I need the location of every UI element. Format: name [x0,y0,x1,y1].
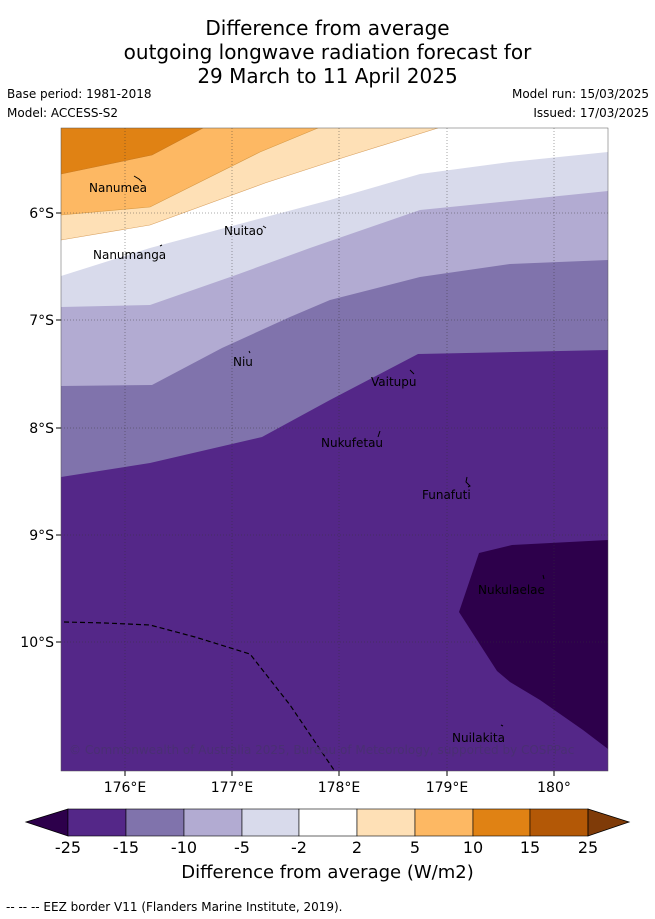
colorbar-segment-7 [414,808,474,837]
base-period: Base period: 1981-2018 [7,87,152,101]
title-line-2: outgoing longwave radiation forecast for [123,40,532,64]
colorbar-segment-4 [241,808,300,837]
lon-tick-179e: 179°E [426,780,469,796]
lat-tick-10s: 10°S [20,635,54,651]
island-label-nuitao: Nuitao [224,224,263,238]
island-label-nuilakita: Nuilakita [452,731,505,745]
island-shape-vaitupu [409,369,415,375]
colorbar-tick-label: 2 [351,838,363,857]
colorbar-segment-2 [125,808,185,837]
model-name: Model: ACCESS-S2 [7,106,119,120]
lon-tick-176e: 176°E [104,780,147,796]
title-line-3: 29 March to 11 April 2025 [197,64,458,88]
axis-tick-marks [56,212,555,776]
eez-border-line [63,621,335,771]
lat-tick-7s: 7°S [29,313,54,329]
colorbar-segment-8 [472,808,531,837]
island-shape-nanumanga [159,244,163,247]
lat-tick-6s: 6°S [29,206,54,222]
lat-tick-8s: 8°S [29,421,54,437]
island-shape-nuitao [262,225,267,229]
island-label-niu: Niu [233,355,253,369]
colorbar-tick-label: -25 [54,838,82,857]
copyright-notice: © Commonwealth of Australia 2025, Bureau… [69,743,574,757]
island-label-nukulaelae: Nukulaelae [478,583,545,597]
lon-tick-178e: 178°E [318,780,361,796]
colorbar-segment-1 [67,808,127,837]
issued-date: Issued: 17/03/2025 [533,106,649,120]
colorbar-tick-label: -5 [234,838,250,857]
colorbar-tick-label: -10 [170,838,198,857]
model-run-date: Model run: 15/03/2025 [511,87,649,101]
colorbar-tick-label: 15 [519,838,541,857]
island-outlines [133,175,545,727]
colorbar-tick-label: -2 [291,838,307,857]
colorbar [24,808,631,837]
colorbar-arrow-right [587,808,631,837]
island-shape-niu [248,350,251,354]
band-below-minus25 [459,540,608,749]
band-10-to-15 [61,128,203,174]
island-label-nukufetau: Nukufetau [321,436,383,450]
colorbar-tick-label: 5 [409,838,421,857]
contour-field [61,128,608,771]
colorbar-arrow-left [24,808,69,837]
lon-tick-180: 180° [537,780,571,796]
lon-tick-177e: 177°E [211,780,254,796]
island-shape-nuilakita [500,724,504,727]
colorbar-segment-5 [298,808,358,837]
gridlines [61,128,608,771]
colorbar-segment-6 [356,808,416,837]
colorbar-tick-label: 10 [462,838,484,857]
eez-legend-footer: -- -- -- EEZ border V11 (Flanders Marine… [6,900,343,914]
colorbar-tick-label: -15 [112,838,140,857]
island-label-nanumanga: Nanumanga [93,248,166,262]
colorbar-segment-3 [183,808,243,837]
island-label-nanumea: Nanumea [89,181,147,195]
island-shape-nukufetau [377,430,381,438]
colorbar-title: Difference from average (W/m2) [181,862,474,883]
island-shape-nanumea [133,175,143,183]
island-label-vaitupu: Vaitupu [371,375,417,389]
island-shape-funafuti [465,476,471,488]
island-label-funafuti: Funafuti [422,488,471,502]
map-frame [60,127,609,772]
colorbar-tick-label: 25 [577,838,599,857]
title-line-1: Difference from average [205,16,450,40]
island-shape-nukulaelae [542,574,545,580]
lat-tick-9s: 9°S [29,528,54,544]
colorbar-segment-9 [529,808,589,837]
